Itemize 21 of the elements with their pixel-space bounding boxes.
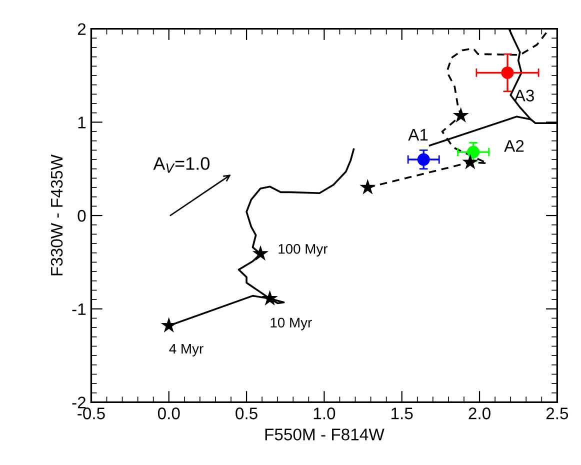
x-tick-label: 2.5 [546, 408, 568, 420]
y-axis-title: F330W - F435W [50, 154, 63, 276]
annotation: A$_{V}$=1.0 [153, 157, 210, 173]
annotation: A2 [504, 140, 524, 152]
x-tick-label: 1.5 [392, 408, 413, 420]
x-tick-label: 0.5 [236, 408, 258, 420]
y-tick-label: 1 [78, 116, 86, 128]
x-tick-label: 2.0 [468, 408, 490, 420]
annotation: A3 [514, 90, 534, 102]
annotation: 10 Myr [270, 318, 312, 330]
y-tick-label: 2 [78, 23, 86, 35]
annotation: 100 Myr [278, 244, 328, 257]
annotation: 4 Myr [169, 344, 204, 356]
annotation: A1 [408, 129, 428, 140]
x-tick-label: 0.0 [158, 408, 180, 420]
y-tick-label: 0 [78, 210, 86, 222]
y-tick-label: -1 [72, 303, 86, 315]
x-tick-label: -0.5 [78, 408, 105, 420]
y-tick-label: -2 [72, 396, 86, 408]
x-tick-label: 1.0 [314, 408, 336, 420]
x-axis-title: F550M - F814W [265, 428, 384, 440]
